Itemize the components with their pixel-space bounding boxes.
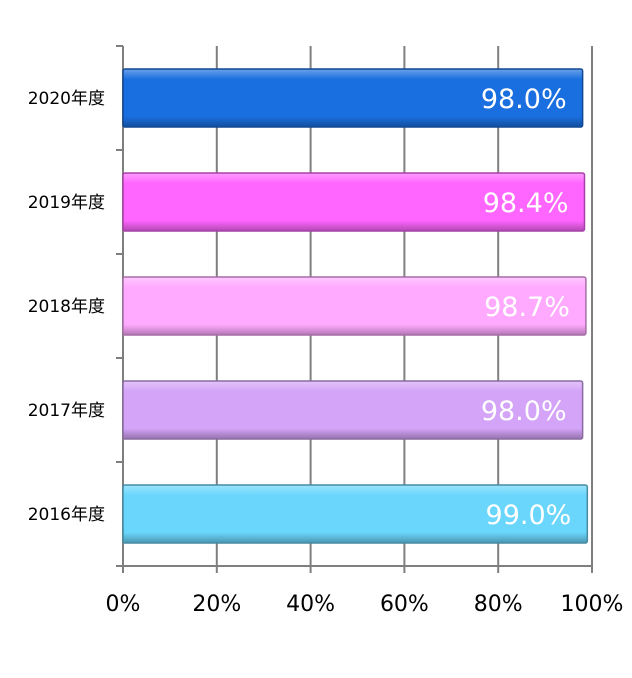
x-tick-label: 20% <box>192 592 241 617</box>
x-tick-label: 60% <box>380 592 429 617</box>
x-tick-label: 100% <box>561 592 624 617</box>
x-tick-label: 0% <box>106 592 141 617</box>
bar <box>122 68 584 128</box>
bars <box>122 68 589 544</box>
data-label: 98.4% <box>483 188 569 219</box>
category-label: 2018年度 <box>28 297 105 317</box>
bar <box>122 380 584 440</box>
category-label: 2019年度 <box>28 193 105 213</box>
bar <box>122 484 589 544</box>
data-label: 98.7% <box>484 292 570 323</box>
x-tick-label: 80% <box>474 592 523 617</box>
category-label: 2017年度 <box>28 401 105 421</box>
x-tick-label: 40% <box>286 592 335 617</box>
labels: 0% 20% 40% 60% 80% 100% 98.0% 2020年度 98.4% 2019年度… <box>28 84 624 617</box>
bar <box>122 172 586 232</box>
data-label: 98.0% <box>481 396 567 427</box>
bar <box>122 276 587 336</box>
category-label: 2020年度 <box>28 89 105 109</box>
category-label: 2016年度 <box>28 505 105 525</box>
data-label: 99.0% <box>486 500 572 531</box>
data-label: 98.0% <box>481 84 567 115</box>
